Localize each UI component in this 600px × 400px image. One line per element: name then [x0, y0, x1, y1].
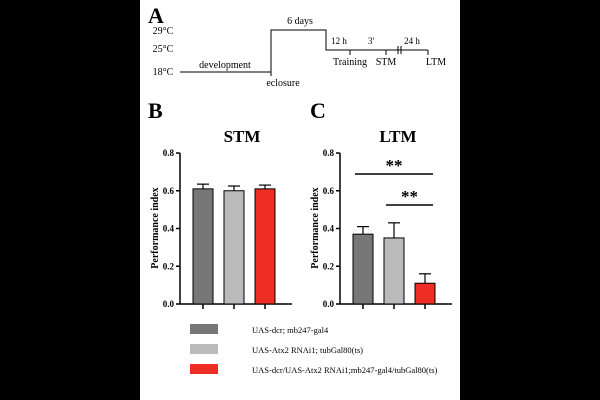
- ltm-chart-title: LTM: [379, 127, 416, 146]
- stm-y-tick-label: 0.2: [163, 261, 175, 271]
- stm-y-tick-label: 0.4: [163, 224, 175, 234]
- stm-y-tick-label: 0.6: [163, 186, 175, 196]
- stm-chart-title: STM: [224, 127, 261, 146]
- figure: A 29°C 25°C 18°C development eclosure 6 …: [140, 0, 460, 400]
- ltm-significance-label: **: [386, 156, 403, 175]
- ltm-y-tick-label: 0.0: [323, 299, 335, 309]
- eclosure-label: eclosure: [266, 78, 300, 89]
- stm-label: STM: [376, 57, 397, 68]
- ltm-y-tick-label: 0.6: [323, 186, 335, 196]
- temp-18-label: 18°C: [153, 67, 174, 78]
- temp-25-label: 25°C: [153, 44, 174, 55]
- ltm-chart: 0.0 0.2 0.4 0.6 0.8 ** **: [323, 148, 452, 309]
- ltm-bar: [414, 282, 436, 305]
- stm-y-tick-label: 0.0: [163, 299, 175, 309]
- legend-swatch-1: [190, 324, 218, 334]
- stm-bar: [254, 188, 276, 305]
- stm-chart: 0.0 0.2 0.4 0.6 0.8: [163, 148, 292, 309]
- temp-29-label: 29°C: [153, 26, 174, 37]
- ltm-y-tick-label: 0.4: [323, 224, 335, 234]
- legend-label-2: UAS-Atx2 RNAi1; tubGal80(ts): [252, 345, 363, 355]
- ltm-y-tick-label: 0.8: [323, 148, 335, 158]
- legend: UAS-dcr; mb247-gal4 UAS-Atx2 RNAi1; tubG…: [190, 324, 438, 375]
- panel-b-letter: B: [148, 98, 163, 123]
- twentyfour-h-label: 24 h: [404, 36, 420, 46]
- stm-y-axis-label: Performance index: [150, 187, 161, 268]
- stm-bar: [223, 190, 245, 305]
- legend-label-1: UAS-dcr; mb247-gal4: [252, 325, 329, 335]
- training-label: Training: [333, 57, 367, 68]
- ltm-y-axis-label: Performance index: [310, 187, 321, 268]
- panel-c-letter: C: [310, 98, 326, 123]
- legend-label-3: UAS-dcr/UAS-Atx2 RNAi1;mb247-gal4/tubGal…: [252, 365, 438, 375]
- temperature-timeline: [180, 29, 428, 73]
- panel-a-letter: A: [148, 3, 164, 28]
- ltm-bar: [352, 233, 374, 305]
- legend-swatch-3: [190, 364, 218, 374]
- ltm-significance-label: **: [401, 187, 418, 206]
- six-days-label: 6 days: [287, 16, 313, 27]
- legend-swatch-2: [190, 344, 218, 354]
- stm-y-tick-label: 0.8: [163, 148, 175, 158]
- figure-svg: A 29°C 25°C 18°C development eclosure 6 …: [148, 3, 452, 375]
- ltm-label: LTM: [426, 57, 446, 68]
- development-label: development: [199, 60, 251, 71]
- ltm-bar: [383, 237, 405, 305]
- three-min-label: 3': [368, 36, 375, 46]
- twelve-h-label: 12 h: [331, 36, 347, 46]
- ltm-y-tick-label: 0.2: [323, 261, 335, 271]
- stm-bar: [192, 188, 214, 305]
